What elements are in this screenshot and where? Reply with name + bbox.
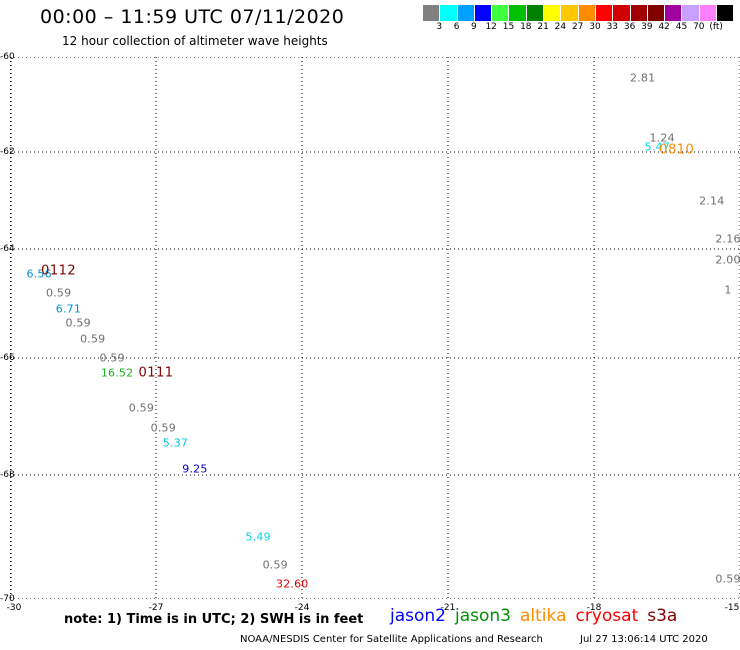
colorbar-swatch [612,5,630,21]
colorbar-label: 39 [641,22,653,32]
latitude-tick-label: -60 [0,52,15,62]
mission-legend-item: cryosat [575,606,639,626]
colorbar-swatch [439,5,457,21]
colorbar-label: 24 [554,22,567,32]
wave-height-value: 5.37 [162,436,189,450]
latitude-tick-label: -66 [0,353,15,363]
colorbar-label: 3 [436,22,443,32]
colorbar-swatch [646,5,665,21]
wave-height-value: 0.59 [128,401,155,415]
wave-height-value: 1 [724,283,732,297]
latitude-tick-label: -62 [0,147,15,157]
colorbar-swatch [422,5,440,21]
generated-timestamp: Jul 27 13:06:14 UTC 2020 [580,634,708,645]
mission-legend-item: jason2 [390,606,446,626]
colorbar-swatch [664,5,682,21]
colorbar-label: (ft) [709,22,723,32]
wave-height-value: 2.00 [715,253,740,267]
longitude-tick-label: -30 [6,603,22,613]
wave-height-value: 0.59 [99,351,125,365]
map-title: 00:00 – 11:59 UTC 07/11/2020 [40,6,345,28]
wave-height-colorbar [422,5,734,21]
wave-height-value: 32.60 [276,577,309,590]
longitude-tick-label: -18 [586,603,602,613]
pass-time-label: 0112 [41,263,77,279]
latitude-tick-label: -70 [0,594,15,604]
wave-height-value: 1.24 [649,131,675,145]
colorbar-label: 27 [571,22,584,32]
colorbar-swatch [629,5,647,21]
colorbar-swatch [560,5,578,21]
colorbar-swatch [698,5,717,21]
wave-height-value: 0.59 [262,558,288,572]
mission-legend-item: s3a [647,606,678,626]
credit-text: NOAA/NESDIS Center for Satellite Applica… [240,634,543,645]
colorbar-label: 9 [471,22,477,32]
mission-legend: jason2 jason3 altika cryosat s3a [390,606,686,626]
wave-height-value: 2.81 [630,71,656,85]
longitude-tick-label: -15 [724,603,740,613]
colorbar-swatch [525,5,544,21]
longitude-tick-label: -24 [294,603,310,613]
colorbar-swatch [577,5,595,21]
wave-height-value: 0.59 [46,286,72,300]
latitude-tick-label: -64 [0,244,15,254]
colorbar-label: 45 [675,22,688,32]
wave-height-value: 6.56 [26,267,52,281]
map-grid [10,57,740,599]
colorbar-label: 30 [589,22,601,32]
colorbar-label: 70 [693,22,705,32]
wave-height-value: 16.52 [100,366,134,380]
colorbar-label: 21 [537,22,549,32]
map-plot-area [10,57,740,599]
wave-height-value: 5.47 [644,140,670,154]
mission-legend-item: altika [520,606,567,626]
wave-height-value: 5.49 [245,530,271,544]
colorbar-swatch [716,5,734,21]
wave-height-value: 9.25 [182,462,208,476]
pass-time-label: 0111 [138,365,174,381]
wave-height-value: 0.59 [715,572,740,586]
colorbar-swatch [456,5,474,21]
colorbar-label: 33 [606,22,619,32]
wave-height-value: 2.16 [715,232,740,246]
colorbar-swatch [681,5,699,21]
longitude-tick-label: -27 [148,603,164,613]
colorbar-label: 42 [658,22,670,32]
colorbar-swatch [543,5,561,21]
colorbar-label: 15 [502,22,515,32]
mission-legend-item: jason3 [455,606,511,626]
pass-time-label: 0810 [659,142,695,158]
colorbar-label: 6 [453,22,460,32]
wave-height-value: 2.14 [699,194,725,207]
colorbar-label: 12 [485,22,497,32]
colorbar-label: 36 [623,22,636,32]
colorbar-swatch [594,5,613,21]
colorbar-swatch [508,5,526,21]
wave-height-value: 0.59 [65,316,91,330]
wave-height-value: 0.59 [150,421,176,435]
wave-height-value: 6.71 [55,302,82,316]
longitude-tick-label: -21 [440,603,456,613]
colorbar-swatch [473,5,492,21]
units-note: note: 1) Time is in UTC; 2) SWH is in fe… [64,612,364,627]
colorbar-label: 18 [520,22,532,32]
colorbar-swatch [491,5,509,21]
map-subtitle: 12 hour collection of altimeter wave hei… [62,34,328,48]
wave-height-value: 0.59 [80,332,106,346]
latitude-tick-label: -68 [0,470,15,480]
